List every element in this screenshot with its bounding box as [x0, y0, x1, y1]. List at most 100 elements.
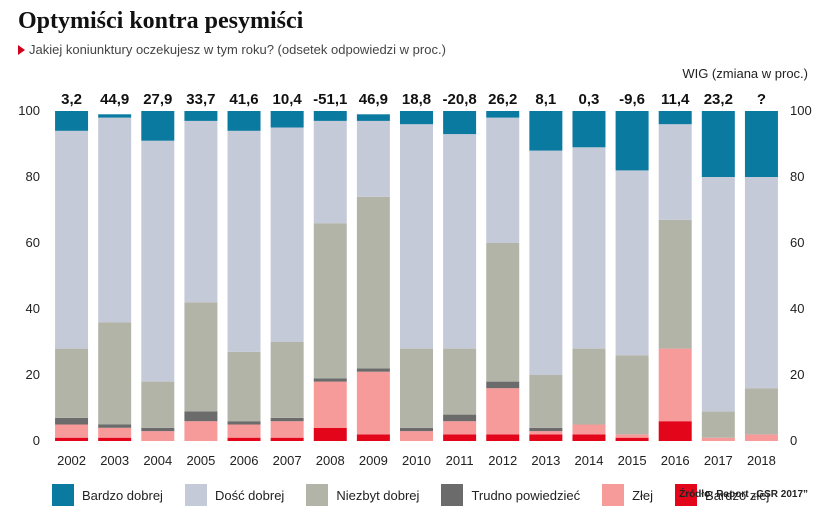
y-tick-label-right: 100: [790, 103, 812, 118]
stacked-bar-chart: 0 0 20 20 40 40 60 60 80 80 100 100 2002 3,2 2003 44,9 2…: [18, 91, 812, 468]
chart-legend: Bardzo dobrej Dość dobrej Niezbyt dobrej…: [52, 484, 791, 506]
bar-segment: [529, 111, 563, 151]
bar-segment: [313, 223, 347, 379]
bar-segment: [486, 434, 520, 441]
legend-label: Bardzo dobrej: [82, 487, 163, 503]
bar-segment: [443, 421, 477, 435]
bar-segment: [658, 219, 692, 349]
bar-segment: [184, 421, 218, 441]
legend-label: Niezbyt dobrej: [336, 487, 420, 503]
x-tick-label: 2013: [531, 453, 560, 468]
bar-segment: [98, 427, 132, 438]
bar-segment: [701, 411, 735, 438]
bar-segment: [701, 177, 735, 412]
bar-segment: [529, 375, 563, 428]
bar-segment: [356, 120, 390, 197]
bar-segment: [98, 114, 132, 118]
y-tick-label-left: 80: [26, 169, 40, 184]
wig-value-label: 46,9: [359, 91, 388, 108]
wig-value-label: -9,6: [619, 91, 645, 108]
bar-segment: [615, 434, 649, 438]
subtitle-text: Jakiej koniunktury oczekujesz w tym roku…: [29, 42, 446, 57]
bar-segment: [400, 431, 433, 441]
bar-segment: [55, 348, 89, 418]
legend-swatch: [602, 484, 625, 506]
bar-segment: [572, 111, 606, 148]
x-tick-label: 2014: [575, 453, 604, 468]
bar-segment: [701, 111, 735, 177]
y-tick-label-right: 60: [790, 235, 804, 250]
wig-value-label: ?: [757, 91, 766, 108]
bar-segment: [615, 170, 649, 356]
wig-value-label: 18,8: [402, 91, 431, 108]
x-tick-label: 2012: [488, 453, 517, 468]
y-tick-label-left: 20: [26, 367, 40, 382]
wig-value-label: 27,9: [143, 91, 172, 108]
bar-segment: [658, 421, 692, 441]
bar-segment: [529, 427, 563, 432]
legend-label: Dość dobrej: [214, 487, 285, 503]
wig-value-label: 3,2: [61, 91, 82, 108]
bar-segment: [400, 124, 433, 349]
bar-segment: [400, 111, 433, 125]
legend-swatch: [675, 484, 698, 506]
legend-item-zlej: Złej: [602, 484, 653, 506]
bar-segment: [443, 348, 477, 415]
bar-segment: [55, 424, 89, 438]
wig-value-label: 11,4: [661, 91, 690, 108]
x-tick-label: 2011: [446, 453, 474, 468]
bar-segment: [227, 111, 261, 131]
bar-segment: [270, 342, 304, 418]
wig-value-label: 41,6: [229, 91, 258, 108]
bar-segment: [658, 124, 692, 220]
y-tick-label-left: 0: [33, 433, 40, 448]
bar-segment: [184, 120, 218, 303]
bar-segment: [572, 147, 606, 349]
bar-segment: [615, 437, 649, 441]
bar-segment: [615, 355, 649, 435]
legend-label: Złej: [632, 487, 654, 503]
bar-segment: [529, 431, 563, 435]
legend-item-niezbyt-dobrej: Niezbyt dobrej: [306, 484, 419, 506]
bar-segment: [141, 140, 175, 382]
wig-value-label: 44,9: [100, 91, 129, 108]
bar-segment: [55, 130, 89, 349]
bar-segment: [400, 348, 433, 428]
bar-segment: [486, 381, 520, 389]
x-tick-label: 2002: [57, 453, 86, 468]
bar-segment: [572, 434, 606, 441]
bar-segment: [744, 388, 778, 435]
legend-swatch: [441, 484, 464, 506]
bar-segment: [98, 117, 132, 323]
legend-label: Trudno powiedzieć: [471, 487, 581, 503]
bar-segment: [658, 111, 692, 125]
bar-segment: [443, 434, 477, 441]
wig-value-label: 23,2: [704, 91, 733, 108]
bar-segment: [658, 348, 692, 422]
wig-value-label: 26,2: [488, 91, 517, 108]
legend-swatch: [184, 484, 207, 506]
x-tick-label: 2016: [661, 453, 690, 468]
bar-segment: [55, 437, 89, 441]
wig-value-label: 0,3: [579, 91, 600, 108]
bar-segment: [141, 431, 175, 441]
bar-segment: [529, 150, 563, 375]
wig-value-label: 10,4: [273, 91, 303, 108]
bar-segment: [270, 437, 304, 441]
y-tick-label-right: 40: [790, 301, 804, 316]
wig-value-label: 33,7: [186, 91, 215, 108]
bar-segment: [356, 371, 390, 435]
legend-label: Bardzo złej: [705, 487, 770, 503]
x-tick-label: 2005: [186, 453, 215, 468]
x-tick-label: 2007: [273, 453, 302, 468]
bar-segment: [184, 302, 218, 412]
bar-segment: [486, 111, 520, 118]
bar-segment: [270, 127, 304, 342]
bar-segment: [227, 437, 261, 441]
legend-item-bardzo-dobrej: Bardzo dobrej: [52, 484, 163, 506]
y-tick-label-right: 80: [790, 169, 804, 184]
bar-segment: [356, 196, 390, 369]
x-tick-label: 2003: [100, 453, 129, 468]
bar-segment: [443, 111, 477, 135]
wig-label: WIG (zmiana w proc.): [682, 66, 808, 81]
